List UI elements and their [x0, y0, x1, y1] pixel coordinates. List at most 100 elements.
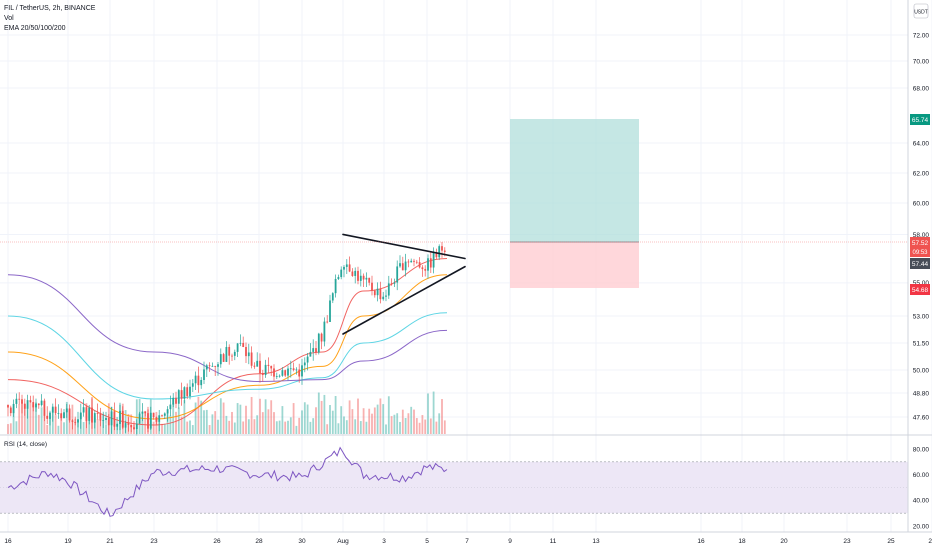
volume-bar	[303, 402, 306, 434]
candle-body	[79, 412, 82, 420]
time-tick-label: 18	[738, 538, 746, 545]
candle-body	[331, 293, 334, 301]
volume-bar	[203, 410, 205, 434]
volume-bar	[256, 415, 259, 434]
price-tick-label: 58.00	[913, 232, 930, 239]
price-tick-label: 53.00	[913, 313, 930, 320]
volume-bar	[404, 418, 407, 434]
volume-bar	[427, 393, 429, 434]
volume-bar	[194, 402, 197, 434]
volume-bar	[180, 416, 183, 434]
candle-body	[345, 264, 348, 267]
triangle-trendline[interactable]	[342, 265, 466, 335]
candle-body	[225, 346, 228, 362]
ema-legend[interactable]: EMA 20/50/100/200	[4, 25, 66, 32]
volume-bar	[63, 422, 65, 434]
time-axis[interactable]: 16 19 21 23 26 28 30 Aug 3 5 7 9 11 13 16 18 20 23 25 27	[4, 538, 932, 545]
rsi-title[interactable]: RSI (14, close)	[4, 441, 47, 448]
volume-bar	[415, 418, 418, 434]
candle-body	[63, 412, 65, 419]
volume-bar	[343, 416, 345, 434]
target-zone[interactable]	[510, 119, 639, 242]
volume-bar	[57, 425, 60, 434]
volume-bar	[312, 418, 315, 434]
candle-body	[371, 282, 373, 291]
volume-bar	[301, 410, 303, 434]
candle-body	[197, 375, 200, 386]
candle-body	[306, 356, 309, 363]
candle-body	[12, 403, 15, 414]
candle-body	[26, 400, 29, 409]
candle-body	[29, 400, 32, 403]
symbol-title[interactable]: FIL / TetherUS, 2h, BINANCE	[4, 5, 96, 12]
candle-body	[40, 400, 43, 406]
candle-body	[37, 403, 40, 406]
last-price-badge: 57.52 09:53	[910, 237, 930, 257]
volume-bar	[135, 399, 138, 434]
candle-body	[233, 351, 236, 356]
time-tick-label: 7	[465, 538, 469, 545]
triangle-trendline[interactable]	[342, 233, 466, 260]
ema-line	[7, 274, 448, 383]
time-tick-label: 27	[928, 538, 932, 545]
candle-body	[186, 387, 189, 397]
candle-body	[373, 290, 376, 296]
candle-body	[124, 423, 127, 428]
position-zones[interactable]	[510, 119, 639, 288]
candle-body	[18, 398, 21, 400]
volume-bar	[287, 420, 289, 434]
candle-body	[340, 269, 343, 278]
time-tick-label: 16	[697, 538, 705, 545]
candle-body	[242, 342, 245, 347]
volume-bar	[278, 420, 281, 434]
price-tick-label: 72.00	[913, 32, 930, 39]
volume-bar	[242, 421, 245, 434]
candle-body	[144, 411, 147, 414]
candle-body	[351, 271, 354, 276]
candle-body	[278, 375, 281, 377]
candle-body	[211, 365, 214, 367]
candle-body	[438, 246, 441, 258]
volume-bar	[326, 424, 329, 434]
volume-legend[interactable]: Vol	[4, 15, 14, 22]
volume-bar	[161, 423, 163, 434]
volume-bar	[376, 404, 379, 434]
candle-body	[133, 427, 135, 430]
rsi-tick-label: 40.00	[913, 498, 930, 505]
volume-bar	[82, 422, 85, 434]
candle-body	[421, 267, 424, 270]
volume-bar	[315, 407, 317, 434]
price-axis[interactable]: 72.00 70.00 68.00 64.00 62.00 60.00 58.00 55.00…	[913, 32, 930, 421]
candle-body	[180, 390, 183, 399]
volume-bar	[354, 419, 357, 434]
volume-bar	[443, 420, 446, 434]
candle-body	[315, 348, 317, 353]
volume-bar	[105, 424, 107, 434]
volume-bar	[191, 425, 194, 434]
volume-bar	[152, 421, 155, 434]
candle-body	[65, 408, 68, 413]
candle-body	[217, 364, 219, 367]
candle-body	[32, 402, 35, 408]
candle-body	[113, 411, 116, 427]
candle-body	[270, 365, 273, 369]
volume-bar	[189, 420, 191, 434]
time-tick-label: 9	[508, 538, 512, 545]
time-tick-label: 21	[106, 538, 114, 545]
ema-price-label: 57.44	[912, 261, 929, 268]
volume-bar	[18, 404, 21, 434]
volume-bar	[264, 399, 267, 434]
candle-body	[312, 348, 315, 352]
stop-zone[interactable]	[510, 242, 639, 288]
currency-badge[interactable]: USDT	[914, 10, 928, 16]
candle-body	[107, 417, 110, 426]
volume-bar	[175, 411, 177, 434]
candle-body	[175, 397, 177, 404]
volume-bar	[197, 396, 200, 434]
candle-body	[71, 420, 74, 423]
volume-bar	[385, 424, 387, 434]
candle-body	[99, 413, 102, 421]
volume-bar	[65, 401, 68, 434]
trendlines[interactable]	[342, 233, 466, 335]
